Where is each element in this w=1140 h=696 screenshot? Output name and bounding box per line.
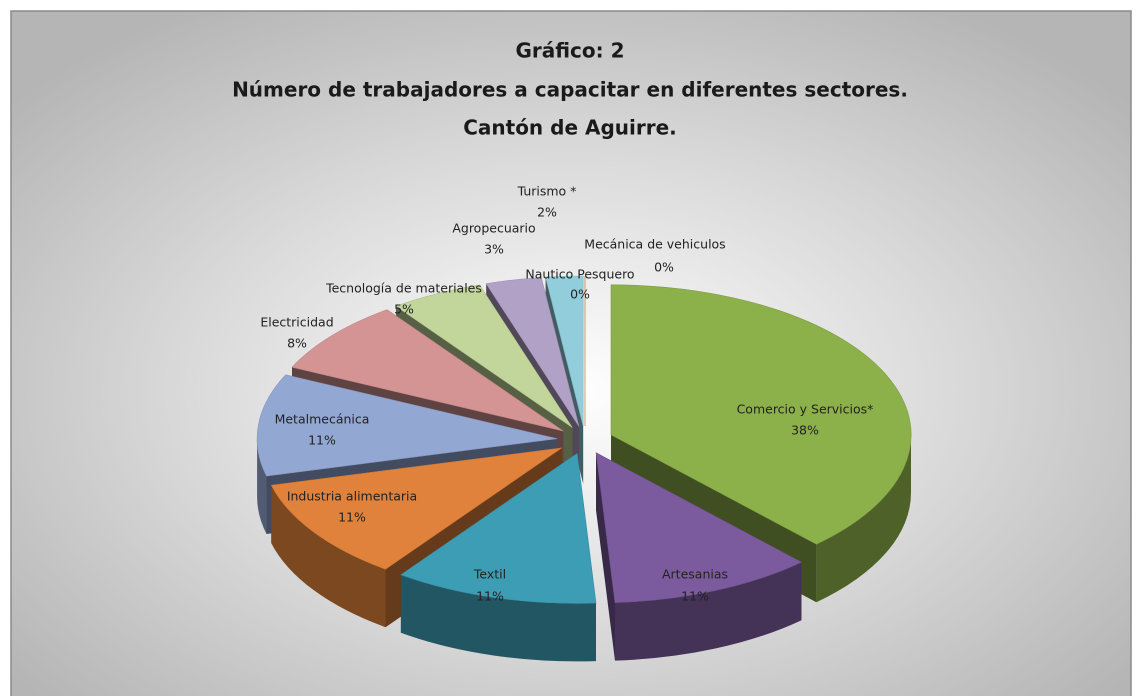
slice [291, 309, 564, 432]
data-label-value: 11% [308, 433, 336, 448]
slice [400, 452, 597, 604]
data-label-value: 5% [394, 302, 414, 317]
data-label-name: Tecnología de materiales [325, 281, 482, 296]
slice-wall [257, 438, 267, 534]
slice [485, 277, 580, 427]
slice-wall [816, 434, 912, 603]
slice-wall [271, 485, 386, 628]
slice [256, 374, 558, 477]
data-label-name: Electricidad [260, 315, 333, 330]
data-label-value: 11% [476, 589, 504, 604]
data-label-value: 0% [654, 260, 674, 275]
data-label-name: Metalmecánica [275, 412, 370, 427]
data-label-value: 8% [287, 336, 307, 351]
data-label-name: Nautico Pesquero [525, 267, 634, 282]
data-label-value: 38% [791, 423, 819, 438]
data-label-value: 11% [338, 510, 366, 525]
slice [595, 452, 803, 603]
slice [395, 284, 573, 428]
data-label-value: 2% [537, 205, 557, 220]
data-label-name: Artesanias [662, 567, 728, 582]
data-label-name: Industria alimentaria [287, 489, 417, 504]
slice [270, 447, 562, 570]
data-label-value: 0% [570, 287, 590, 302]
slice-wall [400, 574, 596, 662]
slice-side [596, 452, 615, 661]
data-label-name: Turismo * [517, 184, 577, 199]
slice-wall [615, 562, 802, 661]
data-label-value: 3% [484, 242, 504, 257]
data-label-name: Textil [473, 567, 506, 582]
data-label-value: 11% [681, 589, 709, 604]
slice [545, 275, 584, 427]
data-label-name: Comercio y Servicios* [737, 402, 874, 417]
slice [610, 284, 912, 545]
chart-title: Número de trabajadores a capacitar en di… [232, 78, 908, 102]
data-label-name: Mecánica de vehiculos [584, 237, 725, 252]
chart-title: Gráfico: 2 [515, 39, 624, 63]
chart-title: Cantón de Aguirre. [463, 116, 677, 140]
data-label-name: Agropecuario [452, 221, 535, 236]
